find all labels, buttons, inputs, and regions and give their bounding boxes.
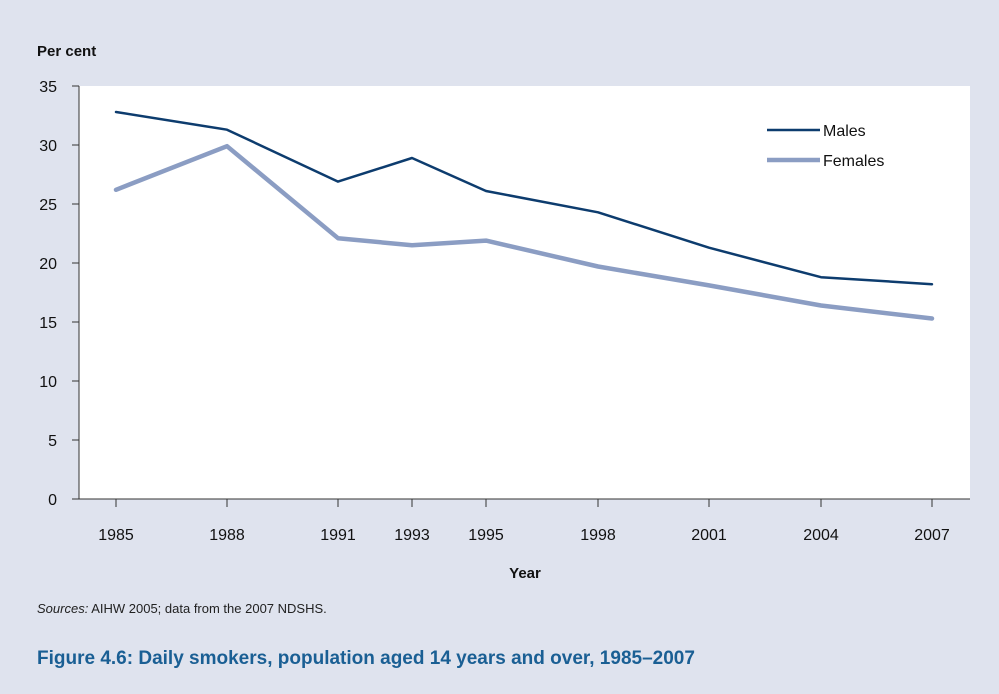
source-text: AIHW 2005; data from the 2007 NDSHS. <box>88 601 327 616</box>
x-tick-label: 2001 <box>691 527 727 544</box>
legend-label-females: Females <box>823 153 884 170</box>
x-tick-label: 2007 <box>914 527 950 544</box>
y-tick-label: 20 <box>39 256 57 273</box>
y-tick-label: 0 <box>48 492 57 509</box>
x-tick-label: 1985 <box>98 527 134 544</box>
x-tick-label: 1991 <box>320 527 356 544</box>
legend: Males Females <box>767 123 884 170</box>
y-tick-label: 10 <box>39 374 57 391</box>
plot-area <box>79 86 970 499</box>
source-prefix: Sources: <box>37 601 89 616</box>
x-tick-label: 2004 <box>803 527 839 544</box>
y-tick-label: 15 <box>39 315 57 332</box>
line-chart: Per cent Year 0 5 10 15 20 25 30 35 1985 1988 1991… <box>37 43 970 582</box>
x-tick-label: 1988 <box>209 527 245 544</box>
figure-caption: Figure 4.6: Daily smokers, population ag… <box>37 648 695 669</box>
axes: 0 5 10 15 20 25 30 35 1985 1988 1991 1993 1995 1998 20… <box>39 79 970 544</box>
x-tick-label: 1993 <box>394 527 430 544</box>
y-tick-label: 35 <box>39 79 57 96</box>
x-axis-title: Year <box>509 565 541 582</box>
source-note: Sources: AIHW 2005; data from the 2007 N… <box>37 601 327 616</box>
x-tick-label: 1998 <box>580 527 616 544</box>
series-lines <box>113 110 935 321</box>
x-tick-label: 1995 <box>468 527 504 544</box>
y-axis-title: Per cent <box>37 43 96 60</box>
y-tick-label: 5 <box>48 433 57 450</box>
y-tick-label: 30 <box>39 138 57 155</box>
y-tick-label: 25 <box>39 197 57 214</box>
legend-label-males: Males <box>823 123 866 140</box>
